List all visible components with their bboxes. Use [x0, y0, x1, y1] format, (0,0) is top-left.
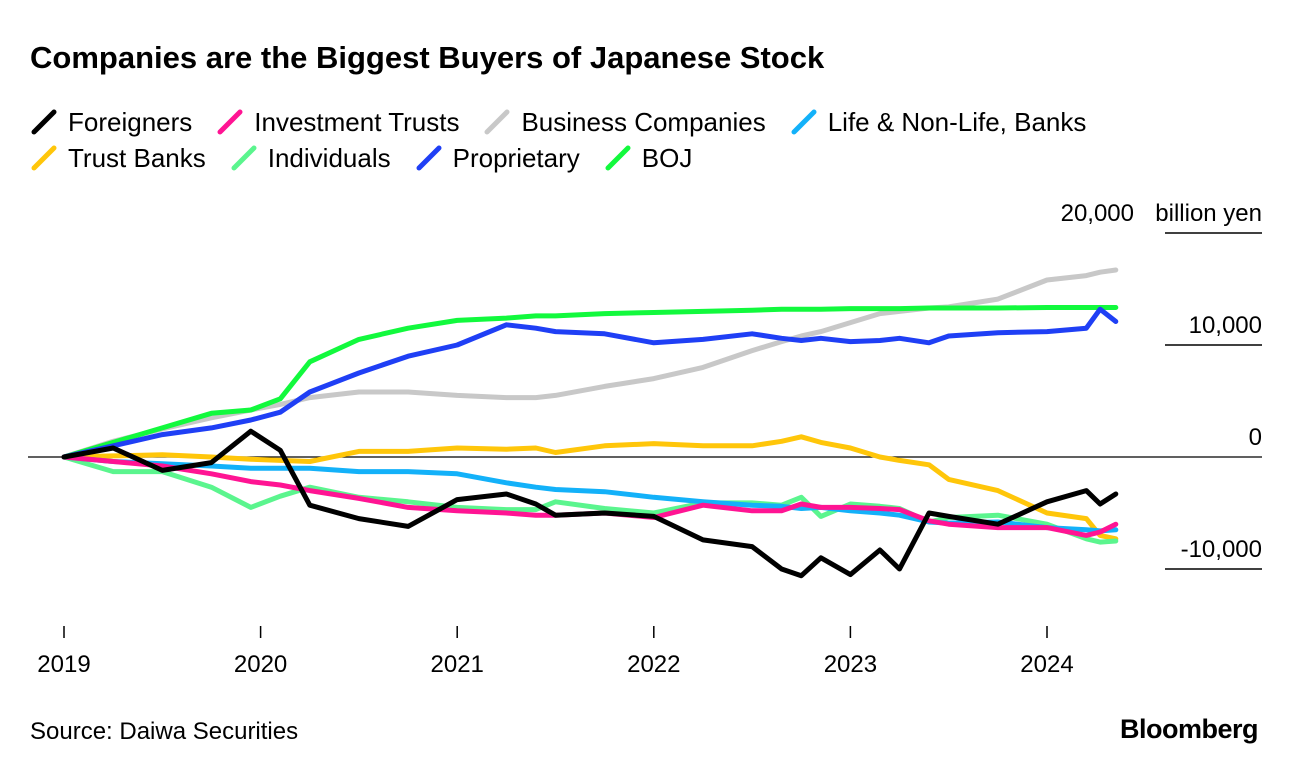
legend-label: Individuals: [267, 142, 391, 173]
legend-item: Proprietary: [415, 143, 580, 174]
legend-swatch-icon: [791, 109, 817, 135]
legend-item: Business Companies: [483, 106, 766, 138]
y-tick-label: 10,000: [1189, 312, 1262, 339]
legend-swatch-icon: [31, 145, 57, 171]
x-tick-label: 2021: [431, 651, 484, 678]
legend-label: Proprietary: [452, 142, 580, 173]
legend-label: Life & Non-Life, Banks: [827, 106, 1087, 137]
x-tick-label: 2020: [234, 651, 287, 678]
series-line-individuals: [61, 454, 1119, 545]
x-tick-label: 2022: [627, 651, 680, 678]
source-note: Source: Daiwa Securities: [30, 718, 299, 745]
legend-swatch-icon: [31, 109, 57, 135]
legend-swatch-icon: [217, 109, 243, 135]
legend-item: Individuals: [230, 143, 391, 174]
series-line-proprietary: [61, 306, 1119, 460]
series-line-business-companies: [61, 267, 1119, 460]
legend-label: BOJ: [641, 142, 693, 173]
y-tick-label: 20,000: [1061, 200, 1134, 227]
chart-title: Companies are the Biggest Buyers of Japa…: [30, 40, 825, 75]
legend: Foreigners Investment Trusts Business Comp…: [30, 104, 1270, 176]
legend-item: Life & Non-Life, Banks: [790, 106, 1087, 138]
y-tick-label: -10,000: [1181, 536, 1262, 563]
legend-label: Trust Banks: [68, 142, 206, 173]
series-line-foreigners: [61, 428, 1119, 579]
legend-swatch-icon: [416, 145, 442, 171]
legend-item: Investment Trusts: [216, 107, 459, 138]
x-tick-label: 2024: [1020, 651, 1073, 678]
legend-row: Foreigners Investment Trusts Business Comp…: [30, 104, 1270, 140]
series-line-boj: [61, 305, 1119, 460]
legend-label: Business Companies: [521, 106, 766, 137]
legend-row: Trust Banks Individuals Proprietary BOJ: [30, 140, 1270, 176]
bloomberg-logo: Bloomberg: [1119, 714, 1259, 744]
x-tick-label: 2023: [824, 651, 877, 678]
series-line-investment-trusts: [61, 454, 1119, 538]
legend-item: Trust Banks: [30, 143, 206, 174]
legend-label: Investment Trusts: [254, 106, 460, 137]
legend-item: BOJ: [604, 142, 693, 174]
legend-item: Foreigners: [30, 107, 192, 138]
legend-label: Foreigners: [68, 106, 193, 137]
legend-swatch-icon: [484, 109, 510, 135]
y-unit-label: billion yen: [1155, 200, 1262, 227]
x-tick-label: 2019: [37, 651, 90, 678]
legend-swatch-icon: [605, 145, 631, 171]
legend-swatch-icon: [231, 145, 257, 171]
series-line-trust-banks: [61, 434, 1119, 542]
y-tick-label: 0: [1249, 424, 1262, 451]
